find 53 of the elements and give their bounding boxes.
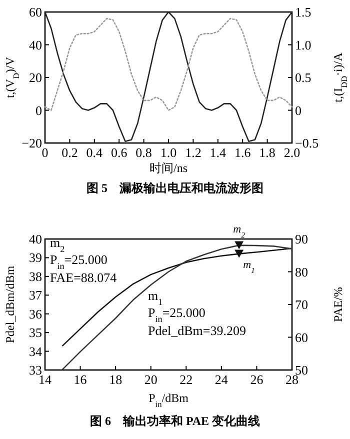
x-tick-label: 24 [214, 372, 228, 387]
y2-tick-label: 1.5 [295, 4, 312, 20]
y-tick-label: 0 [36, 102, 42, 118]
y-tick-label: 39 [29, 250, 42, 266]
y2-tick-label: 0 [295, 102, 302, 118]
y-tick-label: 36 [29, 306, 42, 322]
y-tick-label: 40 [29, 37, 42, 52]
x-tick-label: 1.0 [160, 145, 177, 160]
line-series [44, 11, 293, 142]
x-tick-label: 0.2 [62, 145, 78, 160]
y-axis-title: Pdel_dBm/dBm [3, 265, 17, 344]
y2-tick-label: 90 [295, 232, 308, 246]
y2-tick-label: 60 [295, 330, 308, 345]
y-tick-label: 60 [29, 4, 42, 20]
x-tick-label: 0.6 [110, 145, 128, 160]
y-tick-label: −20 [22, 136, 42, 150]
y2-tick-label: 0.5 [295, 70, 312, 85]
line-series [44, 18, 293, 111]
annotation: P$_{in}$=25.000 [50, 252, 108, 271]
y2-tick-label: 80 [295, 264, 308, 280]
y-tick-label: 34 [29, 344, 42, 359]
y-tick-label: 33 [29, 362, 42, 378]
text: 图 5 漏极输出电压和电流波形图 [86, 181, 264, 195]
y2-tick-label: 1.0 [295, 37, 312, 52]
x-tick-label: 20 [144, 372, 158, 387]
y-tick-label: 38 [29, 268, 42, 284]
annotation: FAE=88.074 [50, 270, 118, 285]
series-label: m$_{2}$ [233, 223, 246, 239]
y-tick-label: 37 [29, 288, 42, 303]
y2-tick-label: 70 [295, 297, 308, 312]
x-tick-label: 0.8 [136, 145, 152, 160]
y-tick-label: 20 [29, 70, 42, 85]
annotation: m$_{2}$ [50, 235, 66, 254]
x-tick-label: 1.6 [234, 145, 252, 160]
series-label: m$_{1}$ [243, 258, 256, 274]
y2-axis-title: PAE/% [331, 287, 345, 322]
x-tick-label: 22 [180, 372, 193, 387]
x-tick-label: 18 [109, 372, 122, 387]
x-tick-label: 1.8 [259, 145, 276, 160]
x-tick-label: 1.4 [210, 145, 227, 160]
x-tick-label: 2.0 [284, 145, 300, 160]
x-tick-label: 1.2 [185, 145, 202, 160]
x-tick-label: 0.4 [86, 145, 104, 160]
x-axis-title: 时间/ns [149, 161, 188, 175]
text: 图 6 输出功率和 PAE 变化曲线 [90, 414, 260, 428]
annotation: Pdel_dBm=39.209 [148, 323, 246, 338]
x-tick-label: 16 [74, 372, 88, 387]
y-tick-label: 35 [29, 325, 42, 340]
annotation: P$_{in}$=25.000 [148, 305, 206, 324]
annotation: m$_{1}$ [148, 288, 163, 307]
x-axis-title: P$_{in}$/dBm [148, 391, 190, 408]
y-tick-label: 40 [29, 232, 42, 246]
x-tick-label: 26 [250, 372, 264, 387]
